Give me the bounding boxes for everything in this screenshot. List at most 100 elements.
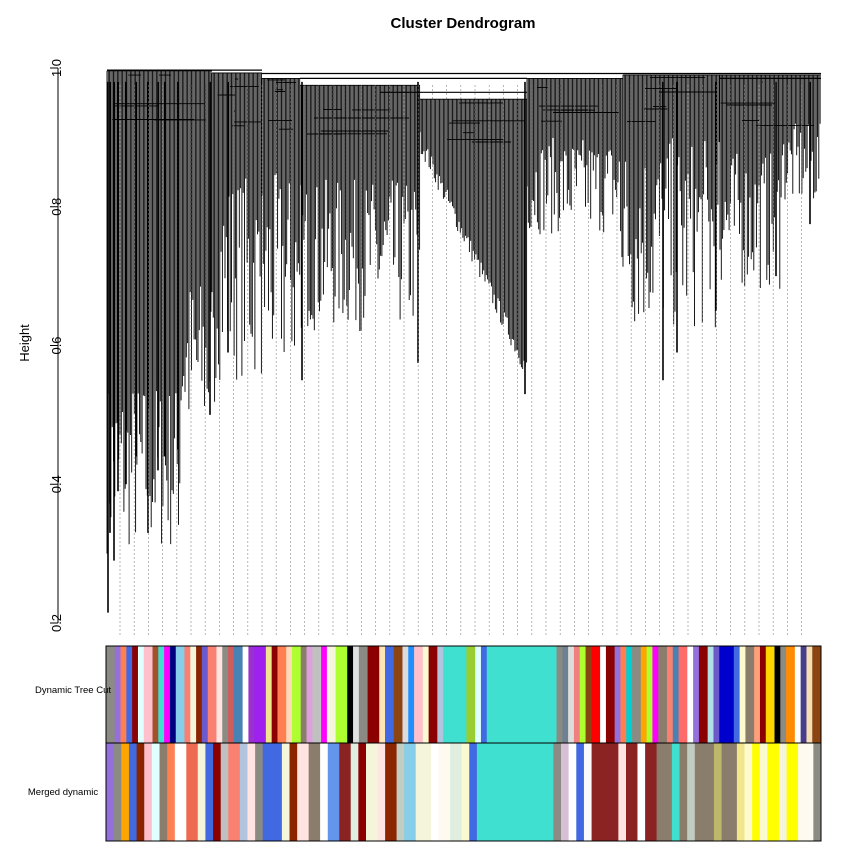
color-segment (300, 646, 307, 743)
color-segment (461, 743, 470, 841)
color-segment (591, 743, 619, 841)
color-segment (466, 646, 476, 743)
color-segment (556, 646, 563, 743)
color-segment (694, 743, 715, 841)
color-segment (350, 743, 359, 841)
color-segment (385, 646, 395, 743)
color-segment (262, 743, 283, 841)
color-segment (693, 646, 700, 743)
color-segment (605, 646, 616, 743)
color-segment (744, 743, 753, 841)
color-segment (320, 743, 329, 841)
color-segment (719, 646, 735, 743)
color-segment (169, 646, 177, 743)
color-segment (308, 743, 321, 841)
color-segment (385, 743, 397, 841)
color-row-label: Merged dynamic (28, 787, 98, 798)
color-segment (678, 646, 688, 743)
color-segment (568, 743, 577, 841)
color-segment (289, 743, 298, 841)
color-segment (248, 646, 255, 743)
color-segment (144, 743, 153, 841)
color-segment (614, 646, 621, 743)
color-segment (813, 743, 822, 841)
color-segment (767, 743, 780, 841)
color-segment (414, 646, 424, 743)
color-segment (618, 743, 627, 841)
y-axis-label: Height (17, 324, 32, 362)
color-segment (297, 743, 310, 841)
color-segment (239, 743, 248, 841)
color-segment (233, 646, 244, 743)
color-segment (707, 646, 714, 743)
color-segment (254, 646, 267, 743)
color-segment (367, 646, 380, 743)
color-segment (437, 646, 444, 743)
color-segment (583, 743, 592, 841)
color-segment (780, 646, 787, 743)
color-segment (739, 646, 746, 743)
dendrogram-merges (107, 69, 821, 93)
color-segment (679, 743, 688, 841)
color-segment (798, 743, 814, 841)
color-segment (475, 646, 482, 743)
color-segment (713, 646, 720, 743)
color-segment (159, 743, 168, 841)
color-segment (184, 646, 191, 743)
color-segment (658, 646, 668, 743)
color-segment (393, 646, 403, 743)
color-segment (114, 646, 121, 743)
color-segment (640, 646, 648, 743)
color-segment (205, 743, 214, 841)
color-segment (646, 646, 653, 743)
color-segment (562, 646, 569, 743)
color-segment (247, 743, 256, 841)
color-segment (174, 743, 187, 841)
color-segment (377, 743, 386, 841)
color-segment (794, 646, 802, 743)
color-segment (568, 646, 575, 743)
color-segment (591, 646, 601, 743)
color-segment (277, 646, 287, 743)
y-axis: 0.2 0.4 0.6 0.8 1.0 (49, 59, 64, 632)
color-segment (745, 646, 755, 743)
color-segment (353, 646, 360, 743)
color-segment (152, 646, 159, 743)
color-segment (645, 743, 657, 841)
color-segment (326, 646, 337, 743)
color-segment (736, 743, 745, 841)
color-segment (281, 743, 290, 841)
color-segment (321, 646, 328, 743)
color-segment (271, 646, 278, 743)
color-segment (216, 646, 223, 743)
color-segment (415, 743, 432, 841)
color-segment (626, 743, 638, 841)
color-segment (573, 646, 581, 743)
color-segment (637, 743, 646, 841)
color-segment (438, 743, 451, 841)
color-segment (672, 646, 679, 743)
color-segment (113, 743, 122, 841)
color-segment (656, 743, 673, 841)
color-segment (759, 743, 768, 841)
color-segment (713, 743, 722, 841)
color-segment (222, 646, 229, 743)
color-segment (698, 646, 709, 743)
color-segment (812, 646, 822, 743)
color-segment (137, 646, 145, 743)
color-segment (151, 743, 160, 841)
color-segment (476, 743, 554, 841)
color-segment (132, 646, 139, 743)
color-segment (292, 646, 302, 743)
color-segment (255, 743, 264, 841)
color-segment (671, 743, 680, 841)
color-segment (242, 646, 249, 743)
color-segment (121, 743, 130, 841)
color-segment (358, 646, 368, 743)
color-segment (347, 646, 354, 743)
chart-title: Cluster Dendrogram (390, 15, 535, 32)
color-segment (306, 646, 313, 743)
color-segment (402, 646, 409, 743)
color-segment (136, 743, 145, 841)
color-segment (366, 743, 378, 841)
